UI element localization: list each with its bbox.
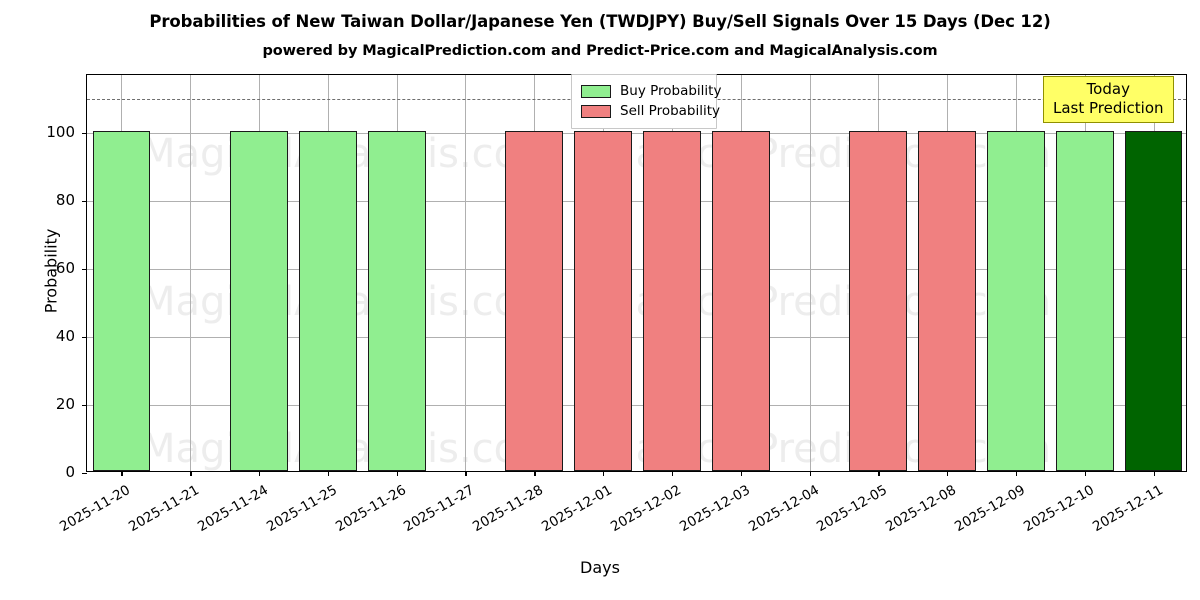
y-tick-label: 20	[55, 394, 75, 413]
chart-title: Probabilities of New Taiwan Dollar/Japan…	[149, 12, 1051, 31]
chart-subtitle: powered by MagicalPrediction.com and Pre…	[262, 43, 938, 59]
x-tick-mark	[396, 471, 398, 476]
bar-2025-12-09-buy[interactable]	[987, 130, 1045, 471]
x-tick-mark	[259, 471, 261, 476]
y-tick-label: 100	[46, 122, 75, 141]
today-annotation-line1: Today	[1086, 80, 1130, 98]
x-tick-mark	[190, 471, 192, 476]
y-tick-mark	[82, 268, 87, 271]
x-tick-mark	[878, 471, 880, 476]
x-tick-mark	[534, 471, 536, 476]
x-tick-mark	[1084, 471, 1087, 476]
legend-item-sell: Sell Probability	[581, 101, 720, 121]
y-tick-mark	[82, 473, 87, 475]
today-annotation: Today Last Prediction	[1043, 76, 1174, 123]
y-tick-mark	[82, 336, 87, 339]
x-tick-mark	[327, 471, 330, 476]
today-annotation-line2: Last Prediction	[1053, 99, 1164, 117]
x-tick-mark	[740, 471, 743, 476]
legend-label-sell: Sell Probability	[620, 103, 721, 119]
bar-2025-11-26-buy[interactable]	[367, 130, 426, 471]
gridline-horizontal	[87, 200, 1186, 202]
gridline-horizontal	[87, 132, 1186, 134]
legend-label-buy: Buy Probability	[620, 83, 722, 99]
x-tick-mark	[603, 471, 605, 476]
gridline-vertical	[190, 75, 191, 471]
y-tick-mark	[82, 404, 87, 407]
bar-2025-12-05-sell[interactable]	[849, 130, 908, 471]
bar-2025-11-28-sell[interactable]	[505, 130, 564, 471]
x-tick-mark	[809, 471, 811, 476]
legend-swatch-buy	[581, 84, 611, 98]
y-tick-label: 80	[55, 190, 75, 209]
y-tick-label: 60	[55, 258, 75, 277]
gridline-horizontal	[87, 268, 1186, 270]
x-tick-mark	[121, 471, 123, 476]
legend-item-buy: Buy Probability	[581, 81, 721, 101]
bar-2025-12-02-sell[interactable]	[643, 130, 701, 471]
gridline-horizontal	[87, 336, 1186, 338]
y-tick-mark	[82, 132, 87, 135]
bar-2025-12-08-sell[interactable]	[918, 130, 977, 471]
x-tick-mark	[1015, 471, 1018, 476]
gridline-vertical	[465, 75, 466, 471]
gridline-vertical	[810, 75, 811, 471]
y-tick-label: 40	[55, 326, 75, 345]
x-axis-label: Days	[580, 558, 620, 577]
y-axis-label: Probability	[41, 228, 61, 314]
bar-2025-12-03-sell[interactable]	[711, 130, 770, 471]
x-tick-mark	[671, 471, 674, 476]
bar-2025-11-24-buy[interactable]	[230, 130, 288, 471]
plot-area: MagicalAnalysis.comMagicalPrediction.com…	[42, 74, 1187, 535]
bar-2025-12-01-sell[interactable]	[574, 130, 632, 471]
gridline-horizontal	[87, 404, 1186, 406]
x-tick-mark	[1153, 471, 1155, 476]
y-tick-label: 0	[65, 463, 75, 481]
bar-2025-11-20-buy[interactable]	[92, 130, 151, 471]
bar-2025-11-25-buy[interactable]	[298, 130, 357, 471]
y-tick-mark	[82, 200, 87, 203]
legend-swatch-sell	[581, 104, 611, 118]
x-tick-mark	[465, 471, 467, 476]
bar-2025-12-11-today[interactable]	[1124, 130, 1183, 471]
x-tick-mark	[947, 471, 949, 476]
chart-legend: Buy Probability Sell Probability	[571, 74, 721, 129]
bar-2025-12-10-buy[interactable]	[1055, 130, 1114, 471]
